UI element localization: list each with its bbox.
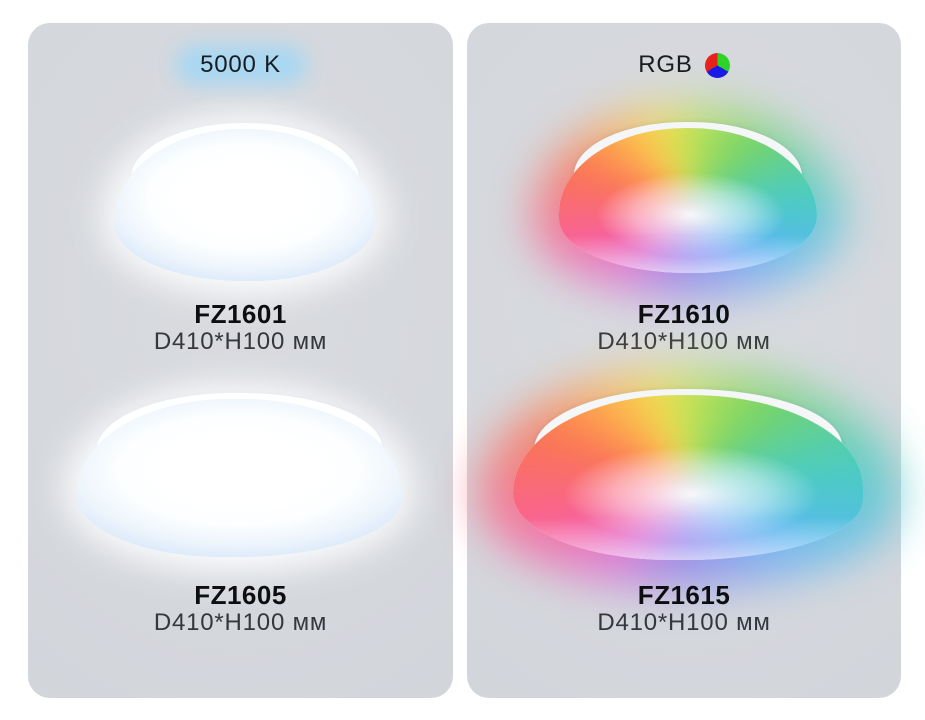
color-temp-badge: 5000 K	[28, 45, 453, 85]
rgb-badge: RGB	[467, 45, 901, 85]
product-dimensions-fz1615: D410*H100 мм	[597, 609, 771, 636]
product-model-fz1615: FZ1615	[637, 580, 731, 610]
product-photo-fz1615	[478, 368, 898, 587]
color-temp-label: 5000 K	[200, 51, 281, 78]
product-dimensions-fz1610: D410*H100 мм	[597, 328, 771, 355]
product-photo-fz1601	[89, 104, 401, 306]
rgb-label: RGB	[638, 51, 693, 78]
panel-rgb: RGB FZ1610 D410*H100 мм FZ1615 D410*H100…	[467, 23, 901, 698]
product-model-fz1605: FZ1605	[194, 580, 287, 610]
product-dimensions-fz1605: D410*H100 мм	[153, 609, 328, 636]
panel-5000k: 5000 K FZ1601 D410*H100 мм FZ1605 D410*H…	[28, 23, 453, 698]
lamp-diffuser	[559, 128, 817, 273]
badge-glow	[174, 45, 307, 85]
product-photo-fz1605	[43, 373, 434, 583]
rgb-pie-icon	[704, 52, 730, 78]
product-model-fz1610: FZ1610	[637, 299, 731, 329]
lamp-diffuser	[76, 399, 401, 557]
product-photo-fz1610	[533, 104, 843, 297]
product-model-fz1601: FZ1601	[194, 299, 287, 329]
lamp-sheen	[559, 128, 817, 273]
product-dimensions-fz1601: D410*H100 мм	[153, 328, 328, 355]
lamp-diffuser	[513, 395, 863, 560]
lamp-diffuser	[115, 129, 375, 281]
lamp-sheen	[513, 395, 863, 560]
